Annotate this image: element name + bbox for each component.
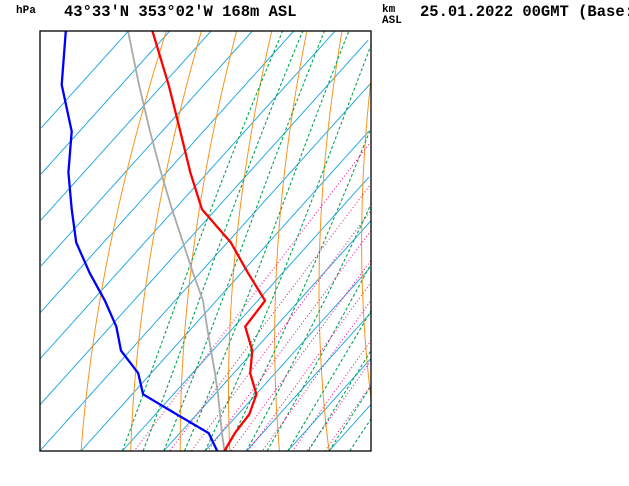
svg-text:ASL: ASL	[382, 15, 402, 27]
svg-text:43°33'N 353°02'W 168m ASL: 43°33'N 353°02'W 168m ASL	[64, 3, 297, 21]
svg-text:hPa: hPa	[16, 5, 36, 17]
svg-text:25.01.2022 00GMT (Base: 00): 25.01.2022 00GMT (Base: 00)	[420, 3, 629, 21]
